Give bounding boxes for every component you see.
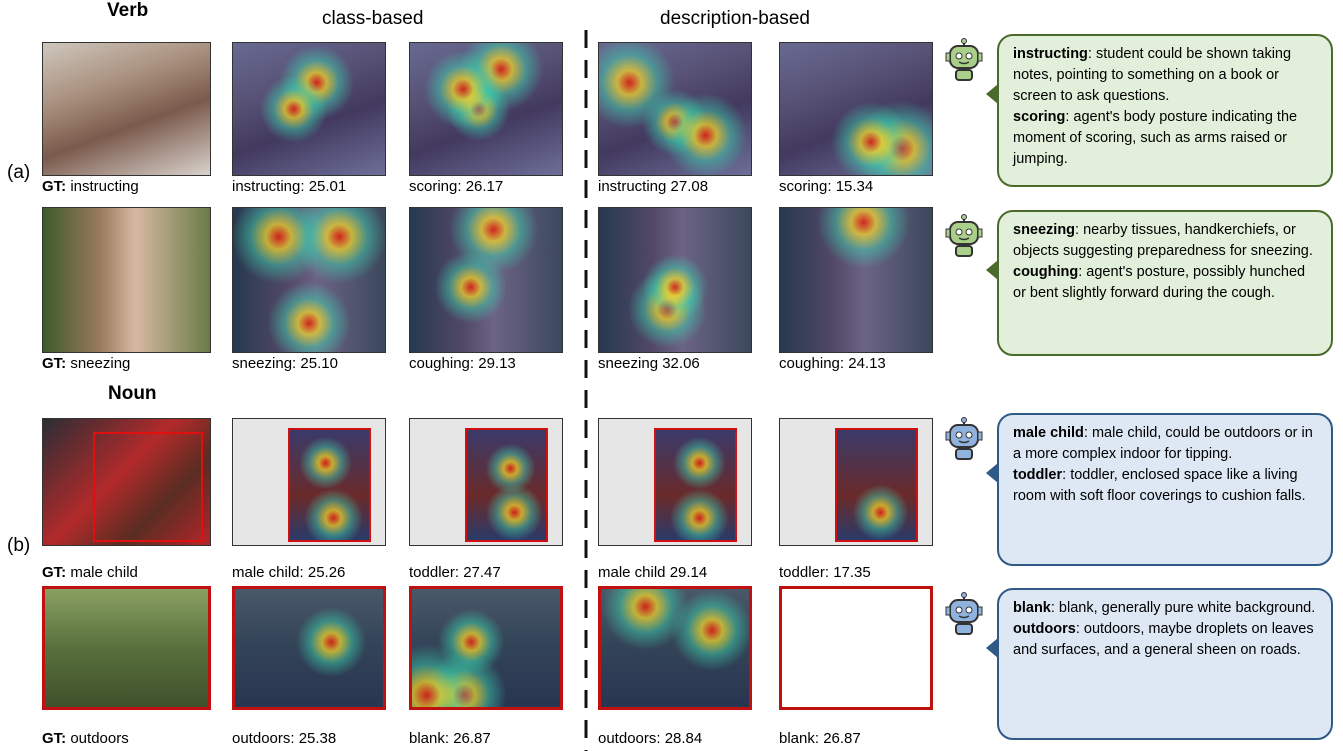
bubble-entry: coughing: agent's posture, possibly hunc… [1013, 262, 1321, 304]
heatmap-image [232, 42, 386, 176]
term: toddler [1013, 467, 1063, 484]
caption: coughing: 24.13 [779, 355, 886, 372]
gt-label: sneezing [70, 355, 131, 372]
bubble-entry: male child: male child, could be outdoor… [1013, 423, 1321, 465]
gt-label: male child [70, 564, 138, 581]
crop-box [834, 427, 919, 543]
heatmap-image [598, 586, 752, 710]
class-based-header: class-based [322, 8, 424, 29]
heatmap-image [409, 418, 563, 546]
heatmap-image [598, 42, 752, 176]
term: male child [1013, 425, 1084, 441]
section-label: (a) [7, 162, 31, 183]
description: : agent's body posture indicating the mo… [1013, 109, 1298, 168]
gt-label: outdoors [70, 730, 129, 747]
bubble-entry: blank: blank, generally pure white backg… [1013, 598, 1321, 619]
description: : agent's posture, possibly hunched or b… [1013, 264, 1306, 302]
caption: toddler: 27.47 [409, 564, 501, 581]
caption: blank: 26.87 [409, 730, 491, 747]
gt-prefix: GT: [42, 564, 67, 581]
bubble-entry: outdoors: outdoors, maybe droplets on le… [1013, 619, 1321, 661]
heatmap-image [779, 42, 933, 176]
photo [42, 207, 211, 353]
caption: instructing: 25.01 [232, 178, 347, 195]
bubble-tail [986, 638, 998, 658]
gt-prefix: GT: [42, 355, 67, 372]
description-bubble: sneezing: nearby tissues, handkerchiefs,… [986, 210, 1333, 356]
description-bubble: blank: blank, generally pure white backg… [986, 588, 1333, 740]
heatmap-image [409, 42, 563, 176]
heatmap-image [779, 207, 933, 353]
term: coughing [1013, 264, 1079, 281]
section-label: (b) [7, 535, 31, 556]
bubble-tail [986, 463, 998, 483]
bubble-entry: toddler: toddler, enclosed space like a … [1013, 465, 1321, 507]
description: : blank, generally pure white background… [1050, 600, 1316, 616]
caption: blank: 26.87 [779, 730, 861, 747]
caption: male child: 25.26 [232, 564, 346, 581]
description: : nearby tissues, handkerchiefs, or obje… [1013, 222, 1313, 260]
caption: outdoors: 25.38 [232, 730, 337, 747]
verb-header: Verb [107, 0, 149, 21]
caption: instructing 27.08 [598, 178, 709, 195]
term: blank [1013, 600, 1051, 616]
heatmap-image [232, 418, 386, 546]
caption: scoring: 15.34 [779, 178, 874, 195]
term: sneezing [1013, 222, 1076, 238]
caption: coughing: 29.13 [409, 355, 516, 372]
robot-icon [944, 592, 984, 636]
heatmap-image [232, 207, 386, 353]
term: outdoors [1013, 621, 1076, 638]
crop-box [653, 427, 738, 543]
gt-label: instructing [70, 178, 139, 195]
heatmap-image [598, 418, 752, 546]
photo [42, 42, 211, 176]
bubble-entry: instructing: student could be shown taki… [1013, 44, 1321, 107]
description-bubble: instructing: student could be shown taki… [986, 34, 1333, 187]
heatmap-image [409, 586, 563, 710]
caption: toddler: 17.35 [779, 564, 871, 581]
crop-box [93, 431, 204, 543]
description: : student could be shown taking notes, p… [1013, 46, 1292, 105]
robot-icon [944, 417, 984, 461]
heatmap-image [598, 207, 752, 353]
caption: sneezing 32.06 [598, 355, 700, 372]
crop-box [287, 427, 372, 543]
divider [584, 30, 588, 751]
term: scoring [1013, 109, 1066, 126]
description-bubble: male child: male child, could be outdoor… [986, 413, 1333, 566]
photo [42, 418, 211, 546]
bubble-tail [986, 84, 998, 104]
crop-box [464, 427, 549, 543]
caption: GT: male child [42, 564, 138, 581]
gt-prefix: GT: [42, 730, 67, 747]
description-based-header: description-based [660, 8, 810, 29]
robot-icon [944, 214, 984, 258]
photo [42, 586, 211, 710]
caption: sneezing: 25.10 [232, 355, 338, 372]
caption: male child 29.14 [598, 564, 708, 581]
description: : male child, could be outdoors or in a … [1013, 425, 1313, 463]
heatmap-image [232, 586, 386, 710]
term: instructing [1013, 46, 1088, 62]
bubble-tail [986, 260, 998, 280]
caption: scoring: 26.17 [409, 178, 504, 195]
caption: outdoors: 28.84 [598, 730, 703, 747]
robot-icon [944, 38, 984, 82]
description: : toddler, enclosed space like a living … [1013, 467, 1306, 505]
heatmap-image [779, 586, 933, 710]
caption: GT: instructing [42, 178, 139, 195]
caption: GT: sneezing [42, 355, 130, 372]
noun-header: Noun [108, 383, 157, 404]
bubble-entry: scoring: agent's body posture indicating… [1013, 107, 1321, 170]
gt-prefix: GT: [42, 178, 67, 195]
heatmap-image [779, 418, 933, 546]
bubble-entry: sneezing: nearby tissues, handkerchiefs,… [1013, 220, 1321, 262]
heatmap-image [409, 207, 563, 353]
caption: GT: outdoors [42, 730, 129, 747]
description: : outdoors, maybe droplets on leaves and… [1013, 621, 1314, 659]
